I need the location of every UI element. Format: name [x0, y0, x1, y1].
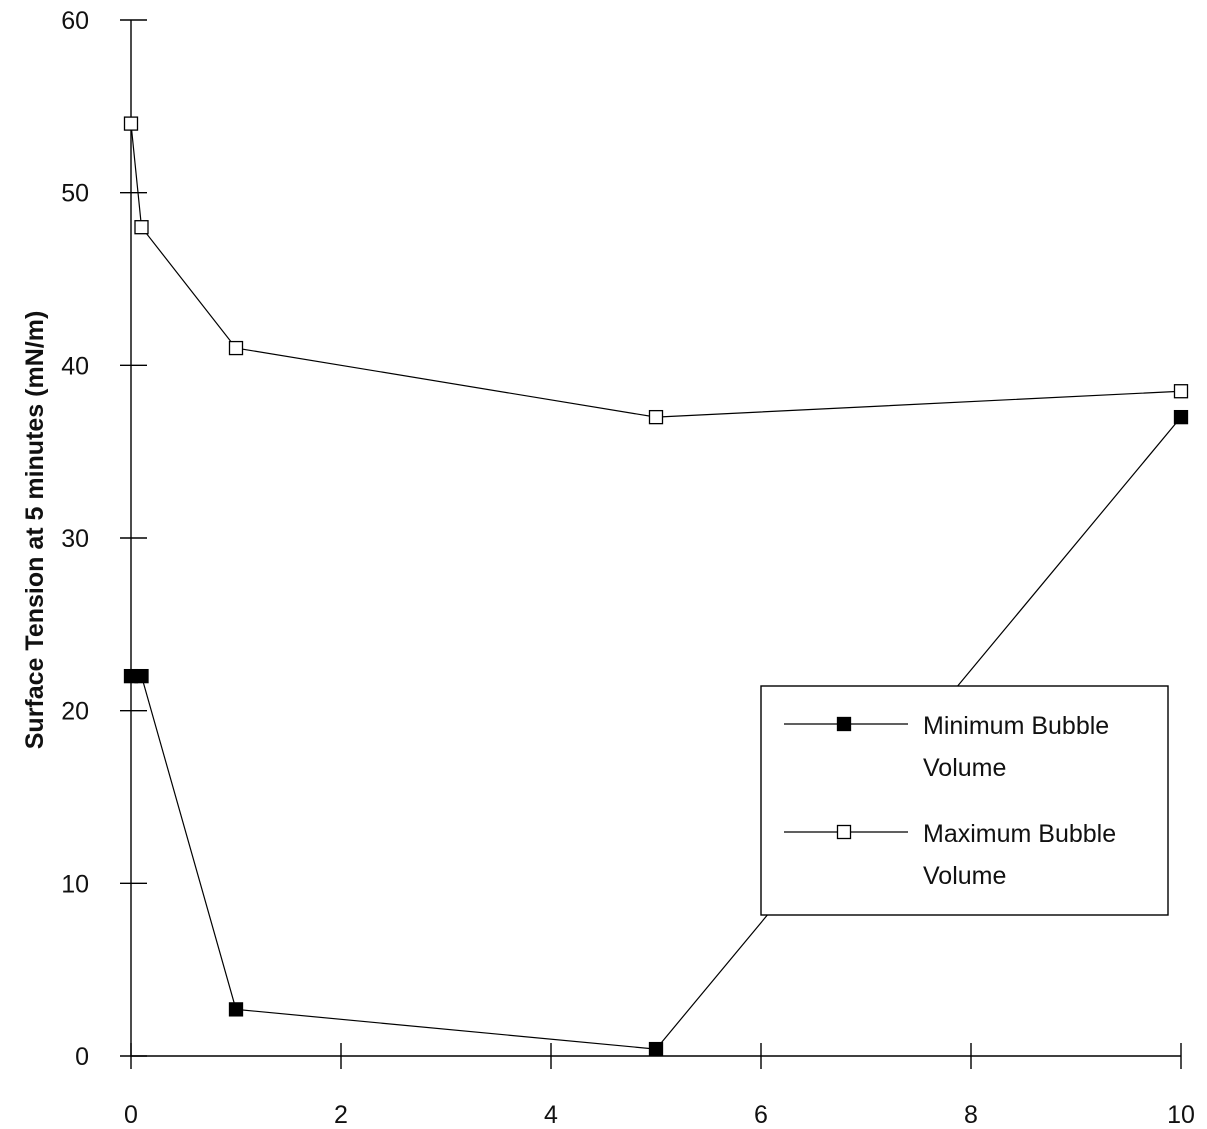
- series-line: [130, 123, 1182, 418]
- legend-open-square-icon: [836, 824, 852, 840]
- filled-square-marker: [648, 1041, 664, 1057]
- y-tick-label: 40: [61, 352, 89, 380]
- legend-label: Maximum Bubble: [923, 820, 1116, 848]
- legend-label: Volume: [923, 862, 1006, 890]
- x-tick-label: 8: [964, 1101, 978, 1129]
- x-tick-label: 2: [334, 1101, 348, 1129]
- y-tick-label: 10: [61, 870, 89, 898]
- legend-label: Volume: [923, 754, 1006, 782]
- legend: Minimum Bubble Volume Maximum Bubble Volume: [760, 685, 1169, 916]
- filled-square-marker: [228, 1002, 244, 1017]
- x-tick-label: 4: [544, 1101, 558, 1129]
- open-square-marker: [1173, 384, 1189, 399]
- x-tick-label: 0: [124, 1101, 138, 1129]
- open-square-marker: [648, 409, 664, 425]
- series-layer: [123, 116, 1189, 1057]
- filled-square-marker: [134, 668, 149, 684]
- legend-filled-square-icon: [836, 716, 852, 732]
- legend-label: Minimum Bubble: [923, 712, 1109, 740]
- open-square-marker: [123, 116, 139, 131]
- x-tick-label: 6: [754, 1101, 768, 1129]
- y-axis-title: Surface Tension at 5 minutes (mN/m): [21, 311, 49, 750]
- x-tick-label: 10: [1167, 1101, 1195, 1129]
- open-square-marker: [228, 340, 244, 356]
- y-tick-label: 0: [75, 1043, 89, 1071]
- y-tick-label: 60: [61, 7, 89, 35]
- y-tick-label: 20: [61, 698, 89, 726]
- open-square-marker: [134, 220, 149, 235]
- axes: 0 10 20 30 40 50 60 0 2 4 6 8 10: [61, 7, 1195, 1129]
- y-tick-label: 30: [61, 525, 89, 553]
- filled-square-marker: [1173, 409, 1189, 425]
- y-tick-label: 50: [61, 180, 89, 208]
